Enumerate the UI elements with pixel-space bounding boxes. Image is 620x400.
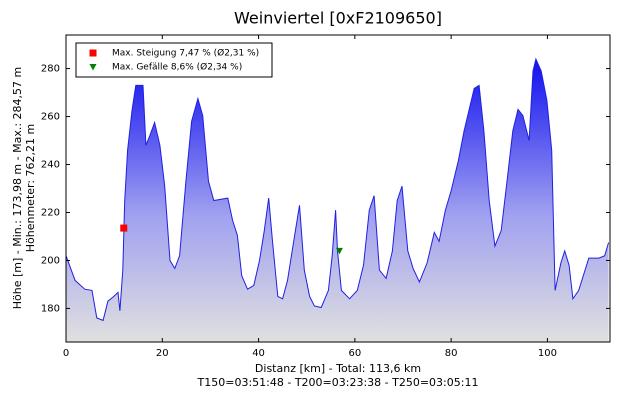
marker: [335, 247, 343, 255]
legend-symbol: [89, 49, 97, 57]
x-tick-label: 100: [538, 348, 557, 359]
x-axis-label: Distanz [km] - Total: 113,6 km: [255, 362, 421, 375]
y-axis-label: Höhenmeter: 762,21 m: [24, 124, 37, 253]
legend-label: Max. Gefälle 8,6% (Ø2,34 %): [112, 62, 242, 73]
y-tick-label: 200: [41, 255, 60, 266]
profile-line: [65, 57, 610, 322]
x-tick-label: 20: [156, 348, 169, 359]
x-tick-label: 40: [252, 348, 265, 359]
y-tick-label: 220: [41, 207, 60, 218]
x-tick-label: 60: [348, 348, 361, 359]
y-tick-label: 260: [41, 112, 60, 123]
legend-box: [75, 42, 273, 78]
y-tick-label: 280: [41, 64, 60, 75]
x-tick-label: 80: [445, 348, 458, 359]
legend-symbol: [89, 64, 97, 71]
marker: [120, 224, 128, 232]
chart-title: Weinviertel [0xF2109650]: [234, 9, 442, 28]
y-axis-label: Höhe [m] - Min.: 173,98 m - Max.: 284,57…: [11, 67, 24, 310]
y-tick-label: 180: [41, 303, 60, 314]
plot-frame: [65, 34, 611, 343]
x-tick-label: 0: [63, 348, 69, 359]
x-axis-label: T150=03:51:48 - T200=03:23:38 - T250=03:…: [197, 376, 479, 389]
area-fill: [66, 59, 609, 342]
y-tick-label: 240: [41, 160, 60, 171]
legend-label: Max. Steigung 7,47 % (Ø2,31 %): [112, 48, 259, 59]
